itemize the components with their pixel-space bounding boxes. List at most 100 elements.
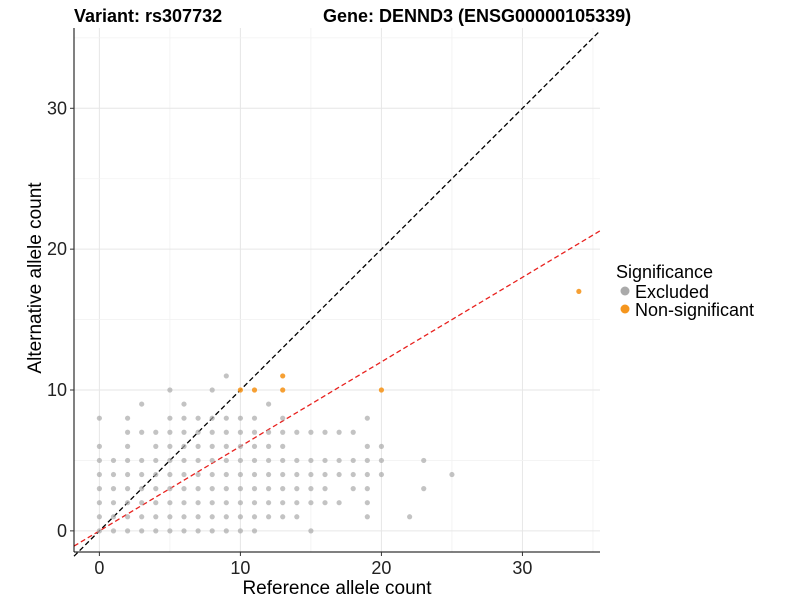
point-excluded <box>350 486 356 492</box>
legend-label-excluded: Excluded <box>635 282 709 302</box>
point-excluded <box>336 429 342 435</box>
point-excluded <box>96 443 102 449</box>
point-excluded <box>308 528 314 534</box>
point-excluded <box>167 443 173 449</box>
point-excluded <box>223 457 229 464</box>
point-excluded <box>96 528 102 534</box>
point-excluded <box>181 514 187 520</box>
point-excluded <box>223 500 229 506</box>
point-excluded <box>153 500 159 506</box>
point-excluded <box>280 486 286 492</box>
point-excluded <box>237 500 244 506</box>
point-excluded <box>350 471 356 478</box>
point-non-significant <box>576 288 582 295</box>
point-excluded <box>167 514 173 520</box>
point-excluded <box>266 514 272 520</box>
point-excluded <box>223 415 229 421</box>
point-excluded <box>280 457 286 464</box>
point-excluded <box>223 486 229 492</box>
point-excluded <box>153 443 159 449</box>
point-excluded <box>378 443 385 449</box>
point-excluded <box>124 500 131 506</box>
point-excluded <box>294 457 300 464</box>
y-tick-label: 10 <box>47 380 67 400</box>
point-excluded <box>124 471 131 478</box>
point-excluded <box>364 443 370 449</box>
point-excluded <box>223 471 229 478</box>
point-excluded <box>322 457 328 464</box>
point-excluded <box>195 429 201 435</box>
point-excluded <box>280 471 286 478</box>
point-excluded <box>209 387 215 393</box>
point-excluded <box>308 471 314 478</box>
point-excluded <box>266 486 272 492</box>
point-excluded <box>251 514 258 520</box>
point-excluded <box>294 500 300 506</box>
point-excluded <box>209 471 215 478</box>
point-excluded <box>237 429 244 435</box>
point-non-significant <box>251 387 258 393</box>
point-non-significant <box>378 387 385 393</box>
point-excluded <box>153 486 159 492</box>
point-excluded <box>124 443 131 449</box>
point-excluded <box>251 415 258 421</box>
point-excluded <box>209 443 215 449</box>
legend: Significance Excluded Non-significant <box>616 262 754 320</box>
point-excluded <box>124 415 131 421</box>
chart-title-gene: Gene: DENND3 (ENSG00000105339) <box>323 6 631 26</box>
point-excluded <box>139 514 145 520</box>
point-excluded <box>266 457 272 464</box>
point-excluded <box>266 471 272 478</box>
point-excluded <box>251 486 258 492</box>
point-excluded <box>153 514 159 520</box>
point-excluded <box>195 514 201 520</box>
point-excluded <box>124 514 131 520</box>
point-excluded <box>167 528 173 534</box>
point-excluded <box>237 415 244 421</box>
point-excluded <box>378 457 385 464</box>
point-excluded <box>237 528 244 534</box>
point-excluded <box>139 457 145 464</box>
point-excluded <box>124 486 131 492</box>
point-excluded <box>110 528 117 534</box>
point-excluded <box>195 486 201 492</box>
point-excluded <box>266 401 272 407</box>
point-excluded <box>181 486 187 492</box>
reference-line-identity <box>73 30 601 557</box>
y-tick-label: 20 <box>47 239 67 259</box>
point-excluded <box>181 471 187 478</box>
point-excluded <box>195 528 201 534</box>
reference-line-fit <box>73 230 601 547</box>
point-excluded <box>110 457 117 464</box>
point-excluded <box>336 471 342 478</box>
point-excluded <box>181 443 187 449</box>
chart-title-variant: Variant: rs307732 <box>74 6 222 26</box>
point-excluded <box>209 429 215 435</box>
point-excluded <box>223 514 229 520</box>
y-tick-label: 30 <box>47 98 67 118</box>
point-excluded <box>124 457 131 464</box>
point-excluded <box>139 486 145 492</box>
point-excluded <box>294 429 300 435</box>
point-excluded <box>251 528 258 534</box>
point-excluded <box>110 486 117 492</box>
point-excluded <box>280 500 286 506</box>
point-excluded <box>124 528 131 534</box>
legend-marker-non-significant <box>620 304 630 314</box>
point-excluded <box>336 500 342 506</box>
point-excluded <box>139 401 145 407</box>
point-excluded <box>96 457 102 464</box>
point-excluded <box>223 528 229 534</box>
y-tick-label: 0 <box>57 521 67 541</box>
point-excluded <box>167 500 173 506</box>
point-excluded <box>181 401 187 407</box>
point-excluded <box>124 429 131 435</box>
point-excluded <box>280 514 286 520</box>
tick-labels: 0 10 20 30 0 10 20 30 <box>47 98 532 578</box>
point-excluded <box>153 457 159 464</box>
point-excluded <box>378 471 385 478</box>
point-excluded <box>110 471 117 478</box>
point-excluded <box>266 443 272 449</box>
point-excluded <box>251 471 258 478</box>
point-excluded <box>195 415 201 421</box>
